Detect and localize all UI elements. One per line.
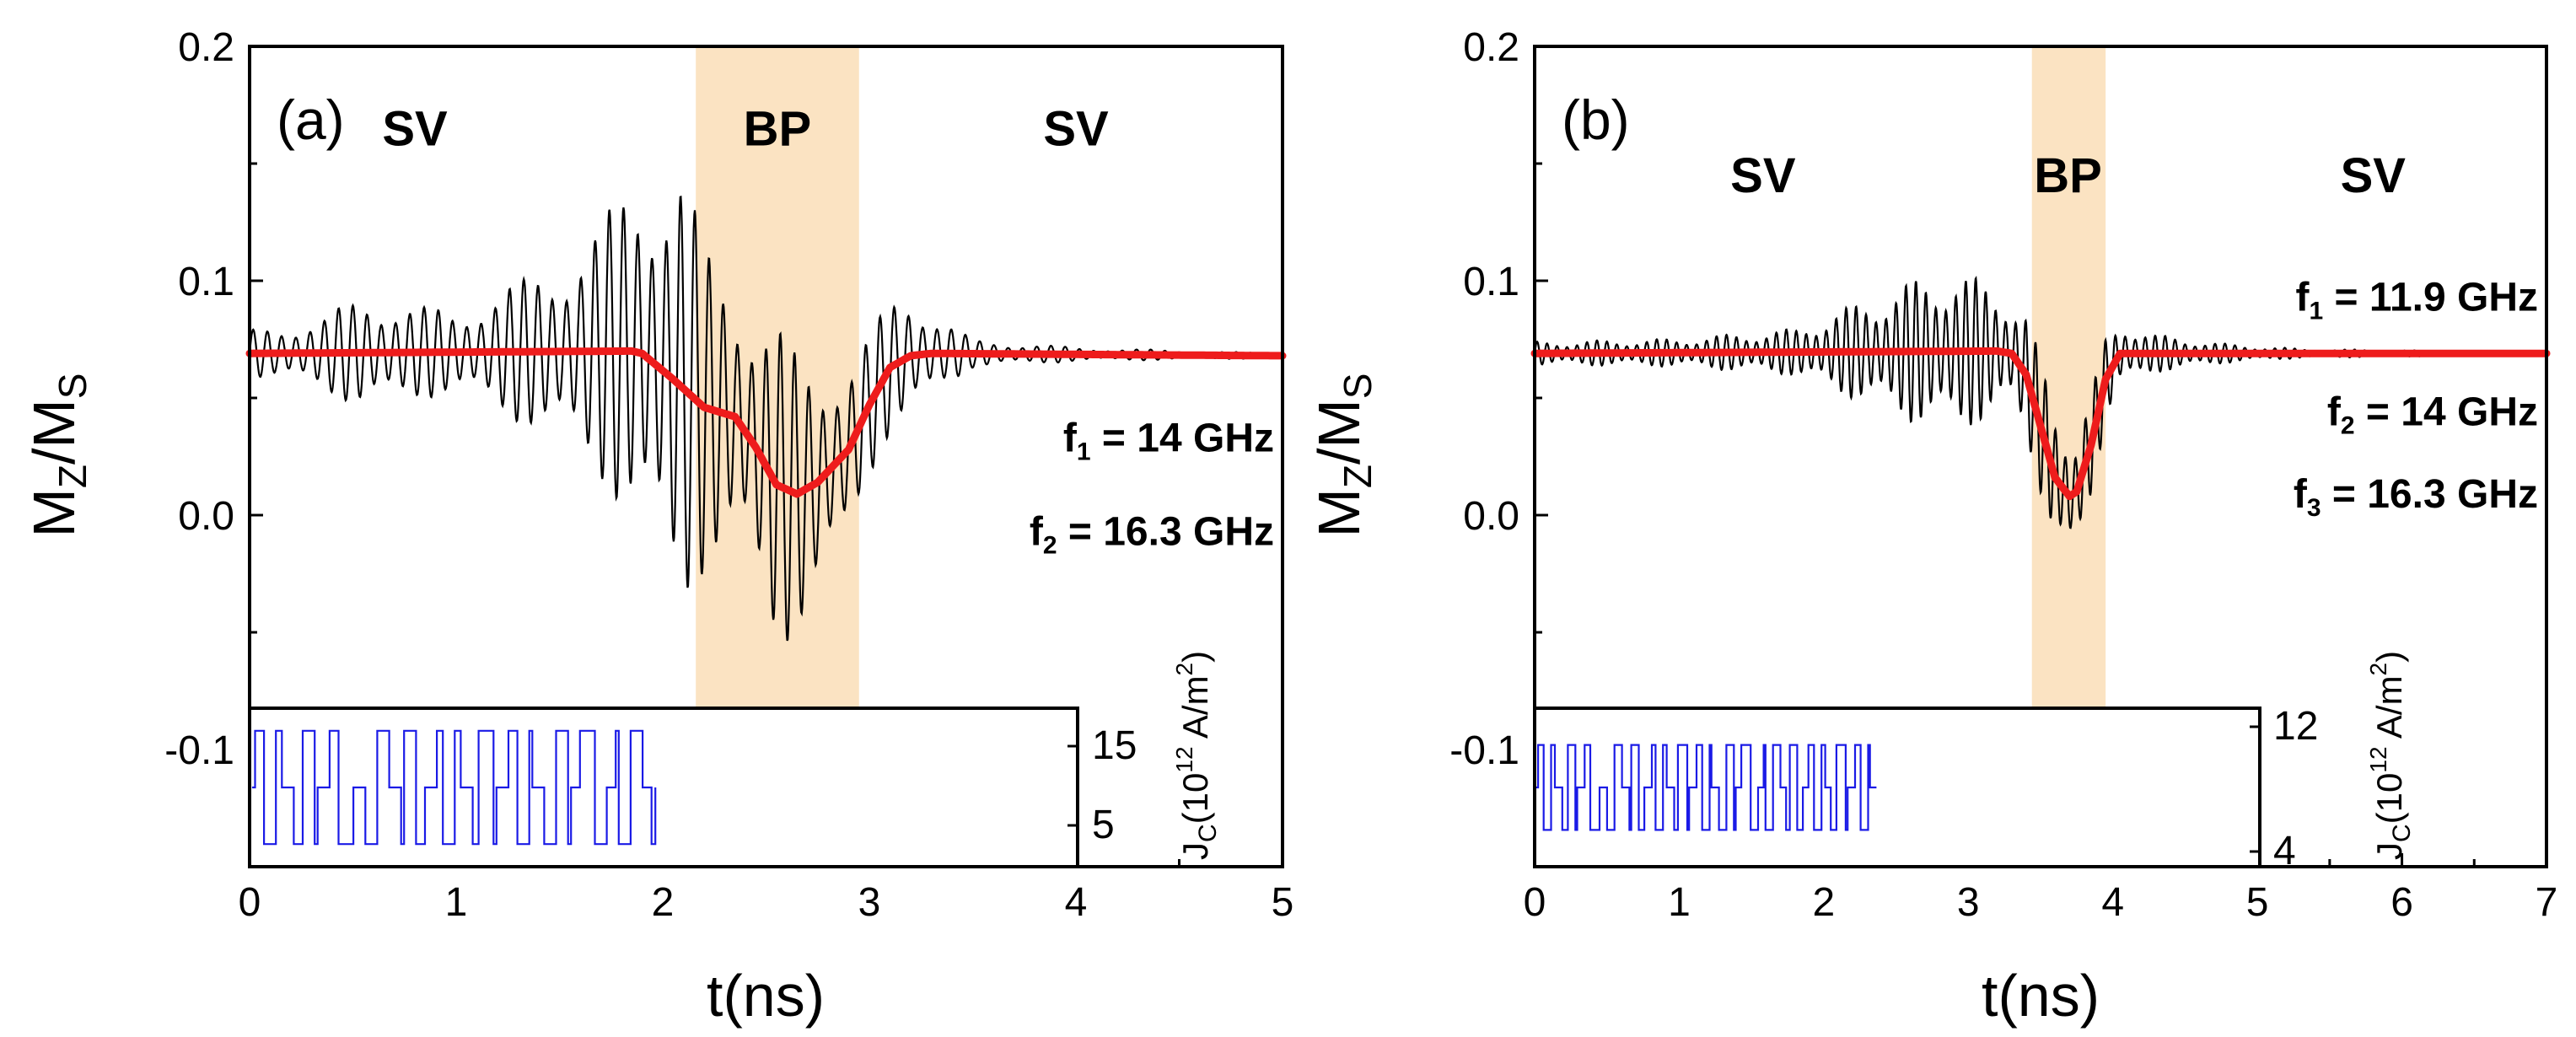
panel-b-xtick-label-5: 5 bbox=[2246, 880, 2269, 925]
panel-a-region-sv-left: SV bbox=[382, 101, 448, 156]
panel-a-ytick-label-2: 0.0 bbox=[178, 494, 234, 539]
panel-a-xtick-label-0: 0 bbox=[239, 880, 261, 925]
panel-a-region-sv-right: SV bbox=[1043, 101, 1109, 156]
panel-a-freq-2: f2 = 16.3 GHz bbox=[1030, 509, 1274, 559]
panel-b-region-bp: BP bbox=[2034, 148, 2102, 203]
panel-a-inset-ticks: 15 5 bbox=[1068, 723, 1137, 847]
panel-a-main-ticks-y: 0.2 0.1 0.0 -0.1 bbox=[164, 25, 263, 868]
panel-a-xtick-label-3: 3 bbox=[858, 880, 881, 925]
panel-b-region-sv-right: SV bbox=[2341, 148, 2407, 203]
panel-a-inset-tick-label-top: 15 bbox=[1092, 723, 1137, 768]
panel-a-freq-1: f1 = 14 GHz bbox=[1063, 416, 1274, 465]
panel-a-frame bbox=[248, 45, 1284, 868]
panel-b-frame bbox=[1533, 45, 2548, 868]
panel-b-label: (b) bbox=[1562, 89, 1630, 151]
panel-a-inset-signal bbox=[251, 729, 657, 846]
panel-a-main-ticks-x: 0 1 2 3 4 5 bbox=[239, 853, 1294, 925]
panel-b-ytick-label-1: 0.1 bbox=[1463, 260, 1519, 304]
panel-b-xtick-label-2: 2 bbox=[1813, 880, 1836, 925]
panel-b-inset-tick-label-top: 12 bbox=[2273, 704, 2318, 749]
panel-a-inset-tick-label-bottom: 5 bbox=[1092, 803, 1115, 847]
panel-b-ytick-label-3: -0.1 bbox=[1449, 728, 1519, 773]
panel-a-xtick-label-5: 5 bbox=[1272, 880, 1294, 925]
panel-b-inset-signal bbox=[1535, 744, 1877, 831]
panel-b-xtick-label-1: 1 bbox=[1668, 880, 1691, 925]
panel-a-xtick-label-4: 4 bbox=[1065, 880, 1088, 925]
panel-b-xtick-label-7: 7 bbox=[2536, 880, 2558, 925]
panel-a-average-line bbox=[245, 347, 1287, 498]
panel-a-region-bp: BP bbox=[744, 101, 812, 156]
panel-b-freq-3: f3 = 16.3 GHz bbox=[2294, 472, 2538, 522]
panel-b-ytick-label-0: 0.2 bbox=[1463, 25, 1519, 70]
panel-a-ytick-label-3: -0.1 bbox=[164, 728, 234, 773]
panel-b-average-line bbox=[1530, 347, 2551, 501]
panel-b-region-sv-left: SV bbox=[1730, 148, 1796, 203]
panel-a-xtick-label-1: 1 bbox=[445, 880, 468, 925]
panel-a-ylabel: MZ/MS bbox=[21, 373, 94, 538]
panel-a-xtick-label-2: 2 bbox=[652, 880, 675, 925]
panel-a-ytick-label-0: 0.2 bbox=[178, 25, 234, 70]
panel-b-freq-1: f1 = 11.9 GHz bbox=[2296, 275, 2538, 325]
panel-b-xlabel: t(ns) bbox=[1982, 963, 2100, 1029]
panel-b-ylabel: MZ/MS bbox=[1306, 373, 1379, 538]
panel-a-ytick-label-1: 0.1 bbox=[178, 260, 234, 304]
panel-a-xlabel: t(ns) bbox=[707, 963, 825, 1029]
panel-b-freq-2: f2 = 14 GHz bbox=[2327, 390, 2538, 440]
panel-a-label: (a) bbox=[277, 89, 345, 151]
panel-b-xtick-label-6: 6 bbox=[2390, 880, 2413, 925]
panel-a-inset-ylabel: JC(1012 A/m2) bbox=[1171, 651, 1222, 860]
panel-a-inset-box bbox=[248, 707, 1079, 868]
panel-b-xtick-label-3: 3 bbox=[1957, 880, 1980, 925]
panel-b-xtick-label-4: 4 bbox=[2101, 880, 2124, 925]
panel-b-ytick-label-2: 0.0 bbox=[1463, 494, 1519, 539]
panel-b-xtick-label-0: 0 bbox=[1524, 880, 1546, 925]
panel-b-inset-ylabel: JC(1012 A/m2) bbox=[2365, 651, 2416, 860]
